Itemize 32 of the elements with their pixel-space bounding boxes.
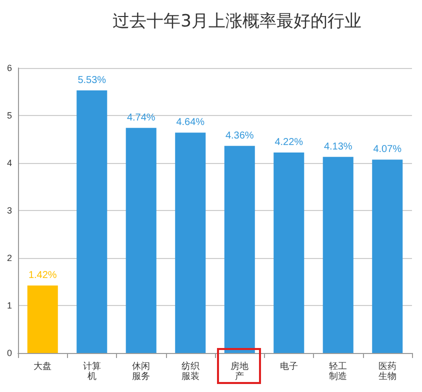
data-label: 1.42% xyxy=(28,270,57,282)
y-tick-label: 5 xyxy=(6,110,12,120)
x-tick-label: 纺织服装 xyxy=(181,361,200,381)
bar xyxy=(175,132,206,353)
x-tick-label: 房地产 xyxy=(230,361,249,381)
y-tick-label: 0 xyxy=(6,348,12,358)
data-label: 4.22% xyxy=(274,137,304,148)
data-label: 4.07% xyxy=(373,144,402,156)
y-tick-label: 3 xyxy=(6,206,12,216)
y-tick-label: 2 xyxy=(6,253,12,263)
y-tick-label: 1 xyxy=(6,300,12,310)
y-tick-label: 4 xyxy=(6,158,12,168)
x-tick-label: 电子 xyxy=(280,361,298,371)
x-tick-label: 轻工制造 xyxy=(329,361,348,381)
bar xyxy=(126,128,156,353)
data-label: 4.36% xyxy=(225,130,254,142)
data-label: 5.53% xyxy=(78,74,106,86)
x-tick-label: 休闲服务 xyxy=(132,361,150,381)
x-tick-label: 大盘 xyxy=(34,361,52,371)
bar xyxy=(27,286,58,353)
chart-title: 过去十年3月上涨概率最好的行业 xyxy=(112,12,362,32)
x-tick-label: 医药生物 xyxy=(378,361,396,381)
bar xyxy=(372,160,403,353)
bar xyxy=(274,152,304,353)
x-tick-label: 计算机 xyxy=(82,361,101,381)
data-label: 4.64% xyxy=(176,117,205,128)
data-label: 4.74% xyxy=(126,112,156,124)
bar xyxy=(76,90,108,353)
y-tick-label: 6 xyxy=(6,63,12,73)
bar xyxy=(224,146,255,353)
data-label: 4.13% xyxy=(324,141,352,152)
bar xyxy=(322,156,354,353)
